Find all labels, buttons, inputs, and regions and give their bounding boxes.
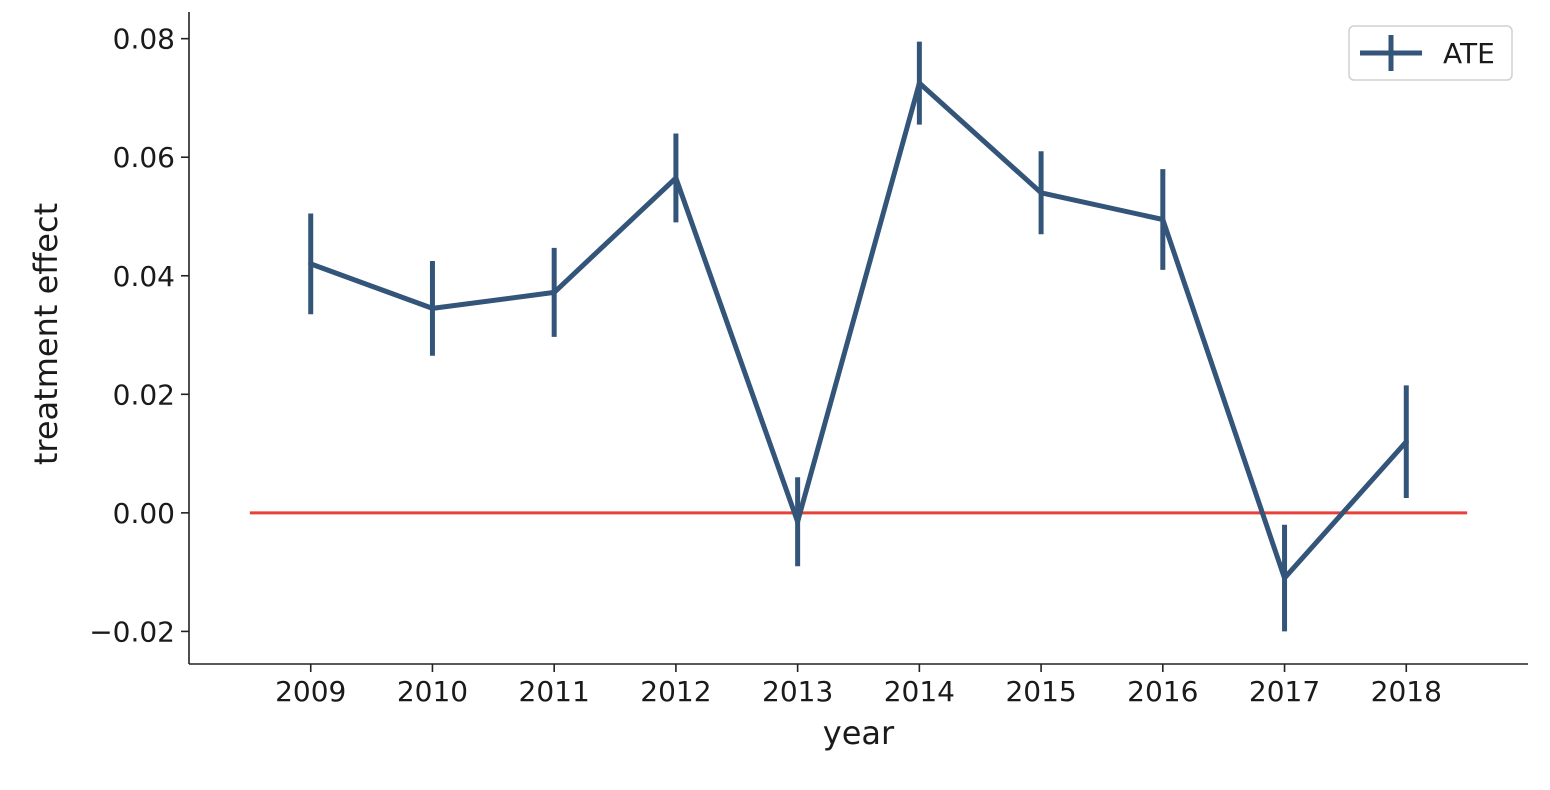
x-axis-label: year [823, 714, 895, 752]
x-tick-label: 2017 [1249, 675, 1320, 708]
data-point [308, 261, 314, 267]
axes [188, 12, 1528, 665]
data-point [795, 519, 801, 525]
x-tick-label: 2016 [1127, 675, 1198, 708]
x-tick-label: 2013 [762, 675, 833, 708]
y-tick-label: 0.06 [113, 141, 175, 174]
legend: ATE [1348, 25, 1513, 81]
data-point [916, 80, 922, 86]
data-point [1038, 190, 1044, 196]
data-point [1403, 439, 1409, 445]
y-tick-label: 0.08 [113, 23, 175, 56]
data-point [1160, 216, 1166, 222]
x-tick-label: 2015 [1005, 675, 1076, 708]
data-point [1282, 575, 1288, 581]
y-tick-label: −0.02 [89, 615, 175, 648]
x-tick-label: 2011 [519, 675, 590, 708]
y-tick-label: 0.00 [113, 497, 175, 530]
x-tick-label: 2009 [275, 675, 346, 708]
y-tick-label: 0.04 [113, 260, 175, 293]
series-group [308, 41, 1409, 632]
data-point [551, 289, 557, 295]
ticks: −0.02 0.00 0.02 0.04 0.06 0.08 2009 2010 2011 201… [89, 23, 1442, 708]
y-tick-label: 0.02 [113, 378, 175, 411]
x-tick-label: 2018 [1371, 675, 1442, 708]
y-axis-label: treatment effect [27, 203, 65, 465]
x-tick-label: 2010 [397, 675, 468, 708]
legend-label-ate: ATE [1443, 37, 1495, 70]
data-point [673, 175, 679, 181]
data-point [429, 305, 435, 311]
x-tick-label: 2014 [884, 675, 955, 708]
x-tick-label: 2012 [640, 675, 711, 708]
series-line-ate [308, 80, 1409, 581]
